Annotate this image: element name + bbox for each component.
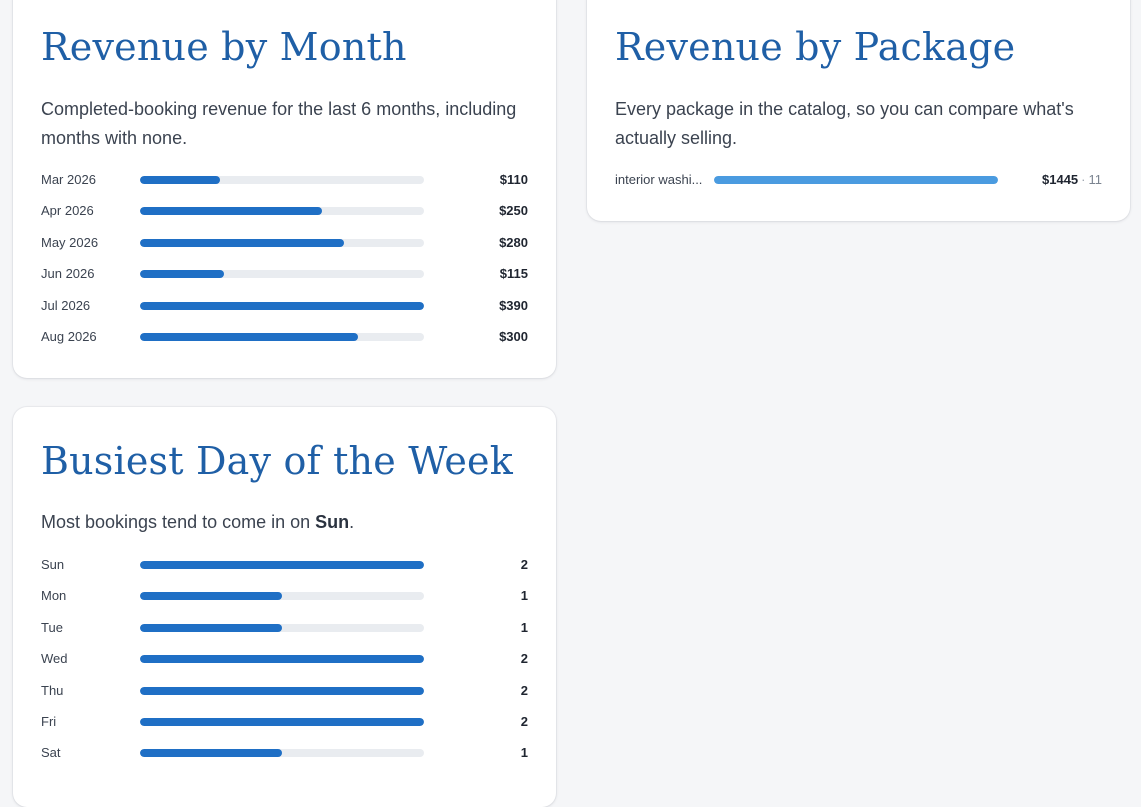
busiest-day-rows: Sun 2 Mon 1 Tue 1 Wed 2 Thu 2 Fri 2 Sat 1 bbox=[41, 557, 528, 777]
month-row: Jul 2026 $390 bbox=[41, 298, 528, 329]
revenue-by-month-card: Revenue by Month Completed-booking reven… bbox=[13, 0, 556, 378]
month-revenue: $390 bbox=[499, 297, 528, 313]
day-label: Mon bbox=[41, 588, 67, 604]
bar-fill bbox=[140, 655, 424, 664]
day-row: Tue 1 bbox=[41, 620, 528, 651]
day-label: Sun bbox=[41, 557, 65, 572]
revenue-by-package-rows: interior washi... $1445 · 11 bbox=[615, 172, 1102, 196]
bar-fill bbox=[140, 238, 344, 247]
package-count: 11 bbox=[1088, 172, 1103, 187]
bar-fill bbox=[140, 332, 359, 341]
revenue-by-month-rows: Mar 2026 $110 Apr 2026 $250 May 2026 $280 Jun … bbox=[41, 172, 528, 360]
bar-track bbox=[140, 207, 424, 216]
bar-fill bbox=[140, 749, 282, 758]
package-row: interior washi... $1445 · 11 bbox=[615, 172, 1102, 196]
bar-track bbox=[140, 301, 424, 310]
package-revenue: $1445 bbox=[1042, 172, 1079, 187]
busiest-day-highlight: Sun bbox=[315, 512, 350, 532]
busiest-day-description-prefix: Most bookings tend to come in on bbox=[41, 512, 316, 532]
bar-fill bbox=[140, 176, 221, 184]
day-label: Sat bbox=[41, 745, 61, 761]
day-label: Tue bbox=[41, 619, 63, 635]
day-row: Wed 2 bbox=[41, 651, 528, 682]
month-row: Mar 2026 $110 bbox=[41, 172, 528, 203]
busiest-day-description-suffix: . bbox=[349, 512, 355, 532]
bar-fill bbox=[140, 592, 282, 601]
day-row: Mon 1 bbox=[41, 588, 528, 619]
bar-track bbox=[140, 238, 424, 247]
month-label: Apr 2026 bbox=[41, 203, 94, 219]
bar-fill bbox=[140, 301, 424, 310]
bar-track bbox=[140, 592, 424, 601]
bar-track bbox=[140, 561, 424, 569]
bar-fill bbox=[140, 686, 424, 695]
bar-track bbox=[140, 176, 424, 184]
day-row: Sun 2 bbox=[41, 557, 528, 588]
month-revenue: $300 bbox=[499, 328, 528, 344]
month-revenue: $250 bbox=[499, 203, 528, 219]
busiest-day-title: Busiest Day of the Week bbox=[41, 439, 513, 483]
bar-track bbox=[140, 686, 424, 695]
day-row: Fri 2 bbox=[41, 714, 528, 745]
day-label: Thu bbox=[41, 682, 64, 698]
revenue-by-month-title: Revenue by Month bbox=[41, 25, 407, 69]
busiest-day-description: Most bookings tend to come in on Sun. bbox=[41, 508, 531, 537]
month-row: May 2026 $280 bbox=[41, 235, 528, 266]
month-label: Mar 2026 bbox=[41, 172, 96, 187]
month-label: May 2026 bbox=[41, 234, 99, 250]
package-bar-fill bbox=[714, 176, 998, 184]
package-separator: · bbox=[1081, 172, 1086, 187]
month-label: Aug 2026 bbox=[41, 328, 97, 344]
revenue-by-package-card: Revenue by Package Every package in the … bbox=[587, 0, 1130, 221]
bar-fill bbox=[140, 717, 424, 726]
day-count: 2 bbox=[520, 682, 528, 698]
day-count: 2 bbox=[520, 557, 528, 572]
package-value: $1445 · 11 bbox=[1042, 172, 1102, 187]
bar-track bbox=[140, 655, 424, 664]
bar-track bbox=[140, 749, 424, 758]
package-bar-track bbox=[714, 176, 998, 184]
revenue-by-month-description: Completed-booking revenue for the last 6… bbox=[41, 99, 517, 148]
bar-fill bbox=[140, 623, 282, 632]
month-revenue: $115 bbox=[499, 266, 528, 282]
bar-track bbox=[140, 717, 424, 726]
revenue-by-package-description: Every package in the catalog, so you can… bbox=[615, 99, 1074, 148]
day-count: 1 bbox=[520, 619, 528, 635]
day-row: Thu 2 bbox=[41, 683, 528, 714]
day-count: 1 bbox=[520, 588, 528, 604]
day-count: 1 bbox=[520, 745, 528, 761]
bar-fill bbox=[140, 207, 323, 216]
month-row: Apr 2026 $250 bbox=[41, 203, 528, 234]
bar-fill bbox=[140, 270, 224, 279]
month-revenue: $110 bbox=[499, 172, 528, 187]
day-label: Wed bbox=[41, 651, 68, 667]
day-row: Sat 1 bbox=[41, 745, 528, 776]
month-label: Jun 2026 bbox=[41, 266, 95, 282]
package-label: interior washi... bbox=[615, 172, 703, 187]
month-row: Aug 2026 $300 bbox=[41, 329, 528, 360]
day-label: Fri bbox=[41, 713, 57, 729]
bar-track bbox=[140, 270, 424, 279]
day-count: 2 bbox=[520, 713, 528, 729]
bar-track bbox=[140, 332, 424, 341]
month-label: Jul 2026 bbox=[41, 297, 91, 313]
bar-fill bbox=[140, 561, 424, 569]
day-count: 2 bbox=[520, 651, 528, 667]
month-row: Jun 2026 $115 bbox=[41, 266, 528, 297]
month-revenue: $280 bbox=[499, 234, 528, 250]
revenue-by-package-title: Revenue by Package bbox=[615, 25, 1016, 69]
busiest-day-card: Busiest Day of the Week Most bookings te… bbox=[13, 407, 556, 807]
bar-track bbox=[140, 623, 424, 632]
